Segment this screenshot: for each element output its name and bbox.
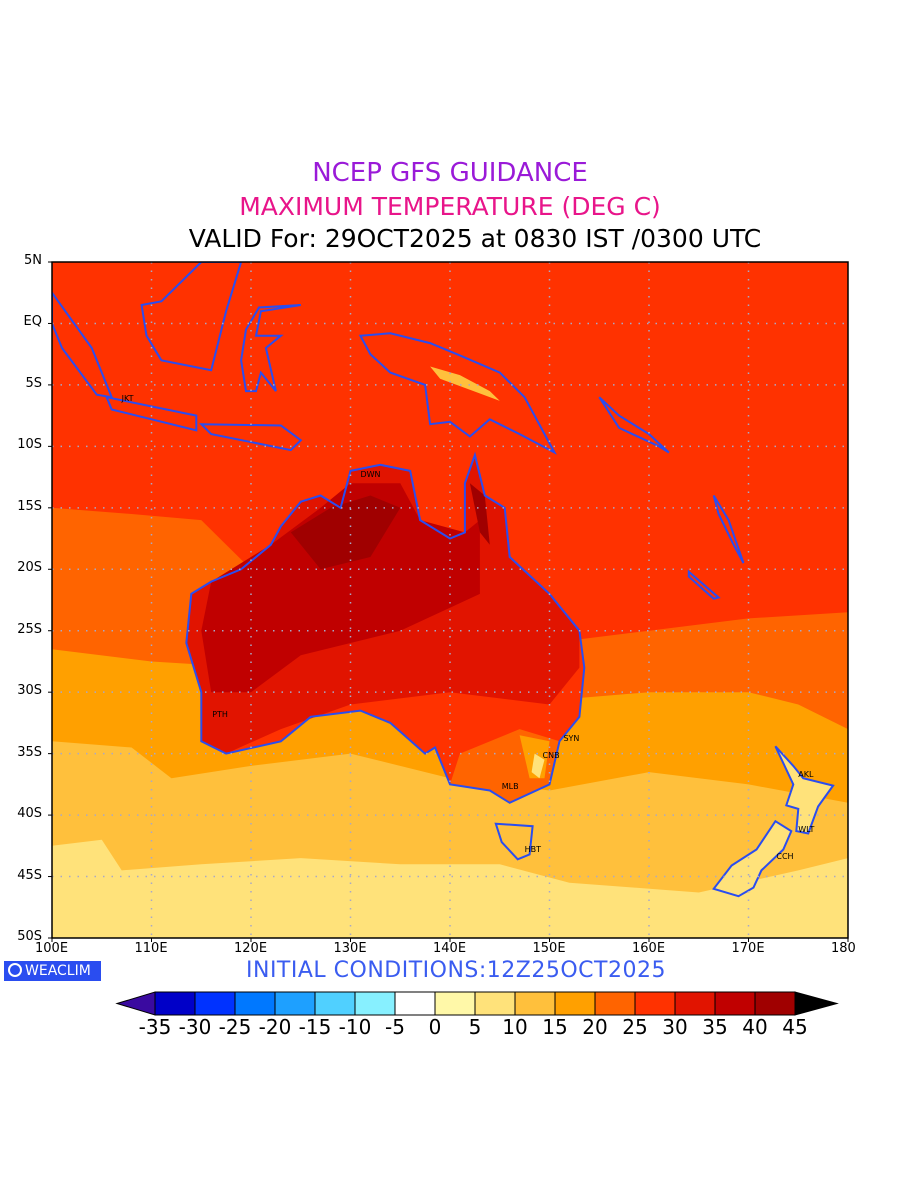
lat-label: 30S bbox=[17, 683, 42, 699]
city-label: CCH bbox=[776, 852, 794, 862]
new-guinea-coastline bbox=[358, 332, 557, 455]
colorbar-box bbox=[194, 991, 236, 1016]
borneo-coastline bbox=[140, 262, 243, 372]
lesser-sunda-coastline bbox=[198, 423, 303, 452]
lat-label: EQ bbox=[23, 314, 42, 330]
colorbar-over-arrow bbox=[794, 991, 839, 1016]
png-highlands bbox=[430, 366, 500, 401]
colorbar-label: -5 bbox=[385, 1015, 405, 1039]
colorbar-box bbox=[634, 991, 676, 1016]
lon-label: 160E bbox=[632, 941, 666, 956]
title-variable: MAXIMUM TEMPERATURE (DEG C) bbox=[239, 192, 661, 221]
lat-label: 15S bbox=[17, 498, 42, 514]
lon-label: 140E bbox=[433, 941, 467, 956]
colorbar-box bbox=[274, 991, 316, 1016]
colorbar-box bbox=[474, 991, 516, 1016]
colorbar-label: -10 bbox=[338, 1015, 372, 1039]
colorbar-label: 5 bbox=[468, 1015, 482, 1039]
colorbar-label: -20 bbox=[258, 1015, 292, 1039]
colorbar-label: -25 bbox=[218, 1015, 252, 1039]
colorbar-label: 35 bbox=[702, 1015, 728, 1039]
lat-label: 10S bbox=[17, 437, 42, 453]
colorbar-label: 45 bbox=[782, 1015, 808, 1039]
copyright-icon bbox=[8, 963, 22, 977]
colorbar-box bbox=[354, 991, 396, 1016]
lon-label: 110E bbox=[134, 941, 168, 956]
city-label: HBT bbox=[524, 844, 542, 854]
colorbar-box bbox=[594, 991, 636, 1016]
city-label: JKT bbox=[121, 393, 134, 403]
city-label: SYN bbox=[563, 734, 580, 744]
initial-conditions: INITIAL CONDITIONS:12Z25OCT2025 bbox=[246, 958, 666, 983]
colorbar-label: 30 bbox=[662, 1015, 688, 1039]
colorbar-label: -35 bbox=[138, 1015, 172, 1039]
city-label: DWN bbox=[360, 469, 381, 479]
lon-label: 100E bbox=[35, 941, 69, 956]
colorbar-label: 20 bbox=[582, 1015, 608, 1039]
tasmania-coastline bbox=[494, 822, 534, 861]
lon-label: 130E bbox=[333, 941, 367, 956]
colorbar-box bbox=[394, 991, 436, 1016]
title-valid-time: VALID For: 29OCT2025 at 0830 IST /0300 U… bbox=[188, 224, 762, 253]
new-caledonia-coastline bbox=[687, 569, 721, 600]
nz-north-coastline bbox=[774, 745, 835, 835]
lon-label: 170E bbox=[731, 941, 765, 956]
colorbar-box bbox=[754, 991, 796, 1016]
colorbar-box bbox=[154, 991, 196, 1016]
colorbar-box bbox=[234, 991, 276, 1016]
title-model: NCEP GFS GUIDANCE bbox=[312, 158, 588, 188]
city-label: CNB bbox=[542, 751, 560, 761]
colorbar-box bbox=[514, 991, 556, 1016]
lat-label: 5N bbox=[24, 253, 42, 268]
map-field bbox=[52, 262, 848, 938]
colorbar-box bbox=[674, 991, 716, 1016]
colorbar-under-arrow bbox=[115, 991, 156, 1016]
colorbar-box bbox=[554, 991, 596, 1016]
sumatra-coastline bbox=[52, 290, 114, 399]
australia-40-45 bbox=[290, 495, 401, 570]
weaclim-logo: WEACLIM bbox=[4, 961, 101, 981]
lat-label: 45S bbox=[17, 867, 42, 883]
colorbar-label: -15 bbox=[298, 1015, 332, 1039]
colorbar-label: 0 bbox=[428, 1015, 442, 1039]
colorbar-label: -30 bbox=[178, 1015, 212, 1039]
city-label: WLT bbox=[798, 825, 815, 835]
lon-label: 120E bbox=[234, 941, 268, 956]
colorbar-box bbox=[434, 991, 476, 1016]
band-5-10 bbox=[52, 839, 848, 938]
lat-label: 40S bbox=[17, 806, 42, 822]
city-label: PTH bbox=[212, 709, 228, 719]
colorbar-label: 10 bbox=[502, 1015, 528, 1039]
city-label: MLB bbox=[501, 782, 519, 792]
cape-york-40-45 bbox=[469, 483, 490, 545]
colorbar-box bbox=[714, 991, 756, 1016]
java-coastline bbox=[105, 395, 198, 432]
lat-label: 35S bbox=[17, 744, 42, 760]
solomon-islands-coastline bbox=[598, 396, 670, 454]
lat-label: 25S bbox=[17, 621, 42, 637]
lat-label: 20S bbox=[17, 560, 42, 576]
alps-5-10 bbox=[531, 753, 545, 779]
sulawesi-coastline bbox=[240, 304, 301, 393]
colorbar-box bbox=[314, 991, 356, 1016]
lon-label: 150E bbox=[532, 941, 566, 956]
logo-text: WEACLIM bbox=[25, 963, 91, 979]
vanuatu-coastline bbox=[712, 494, 745, 564]
city-label: AKL bbox=[798, 769, 814, 779]
colorbar-label: 40 bbox=[742, 1015, 768, 1039]
lat-label: 5S bbox=[25, 375, 42, 391]
nz-south-coastline bbox=[712, 819, 793, 898]
colorbar-label: 25 bbox=[622, 1015, 648, 1039]
lat-label: 50S bbox=[17, 929, 42, 944]
lon-label: 180 bbox=[831, 941, 856, 956]
colorbar-label: 15 bbox=[542, 1015, 568, 1039]
australia-35-40 bbox=[201, 483, 480, 693]
